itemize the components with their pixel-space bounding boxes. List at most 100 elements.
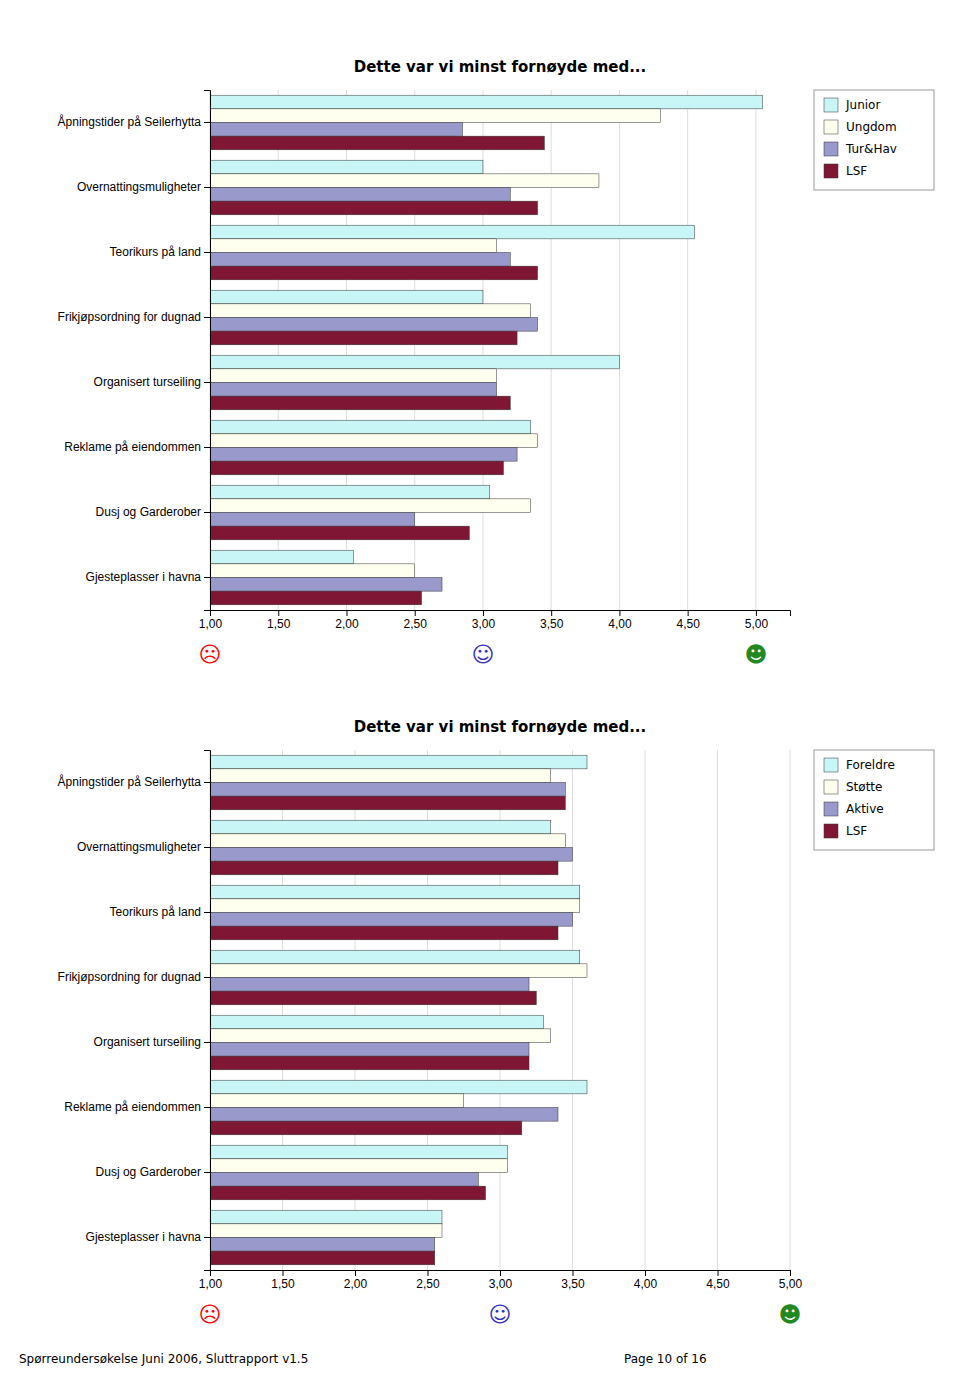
- tick-mark: [204, 577, 210, 578]
- tick: 1,50: [267, 610, 291, 631]
- tick-label: 2,50: [416, 1277, 440, 1291]
- tick-label: Frikjøpsordning for dugnad: [58, 310, 201, 324]
- series: [210, 783, 573, 1252]
- tick-label: 4,50: [706, 1277, 730, 1291]
- legend-item: Junior: [824, 98, 880, 112]
- bar: [210, 769, 551, 783]
- bar: [210, 861, 558, 875]
- tick: Frikjøpsordning for dugnad: [58, 970, 210, 984]
- grid-line: [645, 750, 646, 1270]
- bar: [210, 123, 462, 137]
- bar: [210, 1186, 486, 1200]
- tick: Overnattingsmuligheter: [77, 180, 210, 194]
- legend-item: Foreldre: [824, 758, 895, 772]
- tick: Åpningstider på Seilerhytta: [58, 114, 210, 129]
- tick-mark: [500, 1270, 501, 1276]
- bar: [210, 304, 531, 318]
- tick: 4,00: [634, 1270, 658, 1291]
- tick: 4,50: [676, 610, 700, 631]
- legend-item: Tur&Hav: [824, 142, 897, 156]
- tick-label: 3,50: [561, 1277, 585, 1291]
- bar: [210, 591, 422, 605]
- axis-line: [204, 751, 211, 1271]
- bar: [210, 188, 510, 202]
- tick-mark: [573, 1270, 574, 1276]
- figure: Dette var vi minst fornøyde med...1,001,…: [0, 0, 960, 1383]
- chart: Dette var vi minst fornøyde med...1,001,…: [58, 718, 934, 1327]
- grid: [210, 750, 790, 1270]
- bar: [210, 420, 531, 434]
- bar: [210, 331, 517, 345]
- bar: [210, 783, 565, 797]
- series: [210, 109, 660, 578]
- annotation: ☺: [471, 642, 494, 667]
- bar: [210, 485, 490, 499]
- tick-mark: [204, 912, 210, 913]
- tick-label: 2,50: [404, 617, 428, 631]
- tick: Teorikurs på land: [110, 905, 210, 919]
- tick-label: Reklame på eiendommen: [64, 440, 201, 454]
- bar: [210, 396, 510, 410]
- tick: Dusj og Garderober: [96, 505, 210, 519]
- tick: Overnattingsmuligheter: [77, 840, 210, 854]
- tick-mark: [204, 252, 210, 253]
- tick-label: Dusj og Garderober: [96, 1165, 201, 1179]
- bar: [210, 1056, 529, 1070]
- bar: [210, 1094, 464, 1108]
- tick-mark: [204, 1237, 210, 1238]
- legend-swatch: [824, 758, 838, 772]
- tick-mark: [204, 447, 210, 448]
- grid-line: [619, 90, 620, 610]
- bar: [210, 796, 565, 810]
- tick-mark: [204, 1107, 210, 1108]
- tick-label: 1,50: [267, 617, 291, 631]
- bar: [210, 913, 573, 927]
- bar: [210, 926, 558, 940]
- annotation: ☻: [779, 1302, 802, 1327]
- tick-label: Frikjøpsordning for dugnad: [58, 970, 201, 984]
- tick-label: 4,00: [608, 617, 632, 631]
- legend: JuniorUngdomTur&HavLSF: [814, 90, 934, 190]
- bar: [210, 1159, 507, 1173]
- tick-label: 5,00: [779, 1277, 803, 1291]
- bar: [210, 885, 580, 899]
- legend-label: Ungdom: [846, 120, 897, 134]
- grid-line: [572, 750, 573, 1270]
- legend-label: Foreldre: [846, 758, 895, 772]
- legend-swatch: [824, 164, 838, 178]
- tick: Dusj og Garderober: [96, 1165, 210, 1179]
- tick-label: Dusj og Garderober: [96, 505, 201, 519]
- bar: [210, 1015, 544, 1029]
- grid-line: [551, 90, 552, 610]
- bar: [210, 1043, 529, 1057]
- tick-mark: [204, 1172, 210, 1173]
- tick-mark: [204, 977, 210, 978]
- bar: [210, 1108, 558, 1122]
- axis-line: [211, 611, 791, 617]
- legend-item: Ungdom: [824, 120, 897, 134]
- tick-mark: [204, 1042, 210, 1043]
- tick-mark: [756, 610, 757, 616]
- tick-mark: [283, 1270, 284, 1276]
- bar: [210, 1173, 478, 1187]
- bar: [210, 1210, 442, 1224]
- tick-label: 5,00: [745, 617, 769, 631]
- tick-label: Organisert turseiling: [94, 1035, 201, 1049]
- tick-mark: [204, 317, 210, 318]
- x-axis: 1,001,502,002,503,003,504,004,505,00: [199, 1270, 803, 1291]
- tick-mark: [204, 847, 210, 848]
- series: [210, 769, 587, 1238]
- bar: [210, 318, 538, 332]
- legend-label: Aktive: [846, 802, 884, 816]
- tick: 2,50: [404, 610, 428, 631]
- tick-mark: [204, 782, 210, 783]
- tick-mark: [346, 610, 347, 616]
- bar: [210, 848, 573, 862]
- tick: 1,50: [271, 1270, 295, 1291]
- grid: [210, 90, 756, 610]
- tick-label: 3,00: [489, 1277, 513, 1291]
- tick-mark: [278, 610, 279, 616]
- tick-mark: [428, 1270, 429, 1276]
- bar: [210, 109, 660, 123]
- bar: [210, 1145, 507, 1159]
